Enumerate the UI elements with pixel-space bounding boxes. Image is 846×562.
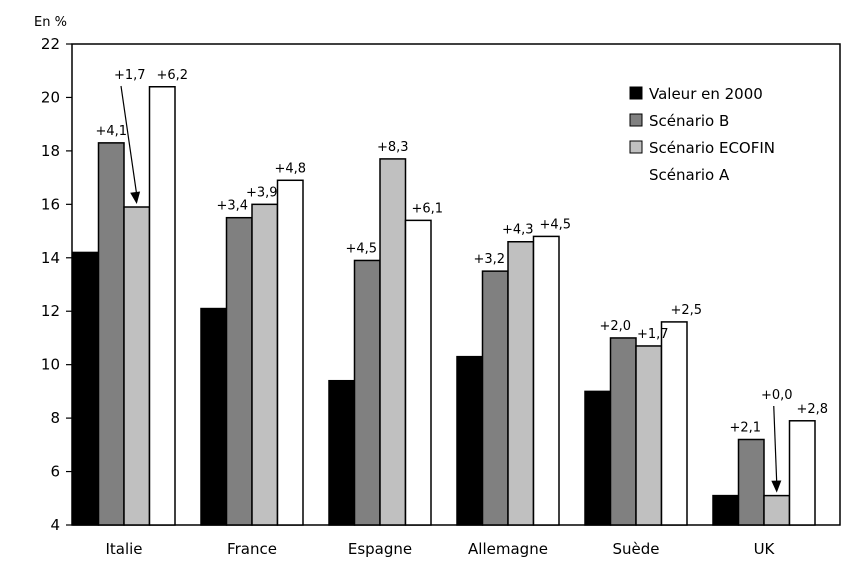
legend-label-1: Valeur en 2000 [649,85,763,103]
data-label-2-uk: +2,1 [729,420,761,435]
y-tick-label: 20 [41,88,60,106]
data-label-4-italie: +6,2 [156,68,188,83]
legend-swatch-2 [629,113,643,127]
data-label-2-allemagne: +3,2 [473,252,505,267]
arrows-group [120,85,782,493]
legend-label-4: Scénario A [649,166,730,184]
data-label-4-suède: +2,5 [670,303,702,318]
data-label-2-italie: +4,1 [95,124,127,139]
data-label-4-uk: +2,8 [796,402,828,417]
plot-frame [71,43,841,526]
y-tick-label: 22 [41,35,60,53]
data-label-4-espagne: +6,1 [411,201,443,216]
data-label-3-italie: +1,7 [114,68,146,83]
y-tick-label: 12 [41,302,60,320]
data-label-2-espagne: +4,5 [345,241,377,256]
bar-3-france [251,203,279,526]
data-labels-group: +4,1 +1,7 +6,2 +3,4+3,9 +4,8 +4,5 +8,3 +6,1 +3,2… [95,68,828,435]
bar-3-suède [635,345,663,526]
legend-label-2: Scénario B [649,112,729,130]
bar-4-uk [788,420,816,526]
bar-4-france [276,179,304,526]
arrow-shaft [773,405,778,484]
bar-1-allemagne [456,355,484,526]
arrow-head [771,480,782,493]
y-axis-unit-label: En % [34,15,67,30]
y-tick-label: 16 [41,195,60,213]
x-axis: Italie France Espagne Allemagne Suède UK [105,540,775,558]
bar-2-allemagne [481,270,509,526]
x-category-label: France [227,540,277,558]
bar-1-suède [584,390,612,526]
bar-2-espagne [353,259,381,526]
bar-3-espagne [379,158,407,526]
bar-1-france [200,307,228,526]
x-category-label: Allemagne [468,540,548,558]
bar-4-suède [660,321,688,526]
legend-swatch-4 [630,168,642,180]
x-category-label: Suède [612,540,659,558]
data-label-2-suède: +2,0 [599,319,631,334]
arrow-head [130,191,141,205]
bar-1-espagne [328,379,356,526]
bar-4-italie [148,86,176,526]
bar-3-italie [123,206,151,526]
arrow-uk-ecofin [771,405,782,493]
bar-1-uk [712,494,740,526]
data-label-2-france: +3,4 [216,199,248,214]
legend-swatch-3 [629,140,643,154]
y-tick-label: 10 [41,356,60,374]
legend: Valeur en 2000 Scénario B Scénario ECOFIN S… [629,85,775,184]
legend-swatch-1 [629,86,643,100]
data-label-3-espagne: +8,3 [377,140,409,155]
data-label-4-france: +4,8 [274,161,306,176]
bar-2-italie [97,142,125,526]
arrow-italie-ecofin [120,85,141,205]
bar-1-italie [72,251,100,526]
bar-4-espagne [404,219,432,526]
x-category-label: Espagne [348,540,412,558]
y-tick-label: 14 [41,249,60,267]
data-label-3-uk: +0,0 [761,388,793,403]
bar-3-uk [763,494,791,526]
x-category-label: UK [754,540,776,558]
y-tick-label: 6 [50,463,60,481]
data-label-3-france: +3,9 [246,185,278,200]
bar-4-allemagne [532,235,560,526]
bar-3-allemagne [507,240,535,526]
y-tick-label: 18 [41,142,60,160]
y-axis: 4 6 8 10 12 14 16 18 20 22 [41,35,72,534]
bar-2-uk [737,438,765,526]
data-label-3-allemagne: +4,3 [502,223,534,238]
y-tick-label: 4 [50,516,60,534]
bars-group [72,86,816,526]
x-category-label: Italie [105,540,142,558]
bar-2-suède [609,337,637,526]
y-tick-label: 8 [50,409,60,427]
data-label-3-suède: +1,7 [637,327,669,342]
plot-border [71,43,841,526]
bar-2-france [225,216,253,526]
legend-label-3: Scénario ECOFIN [649,139,775,157]
data-label-4-allemagne: +4,5 [539,217,571,232]
arrow-shaft [120,85,138,196]
